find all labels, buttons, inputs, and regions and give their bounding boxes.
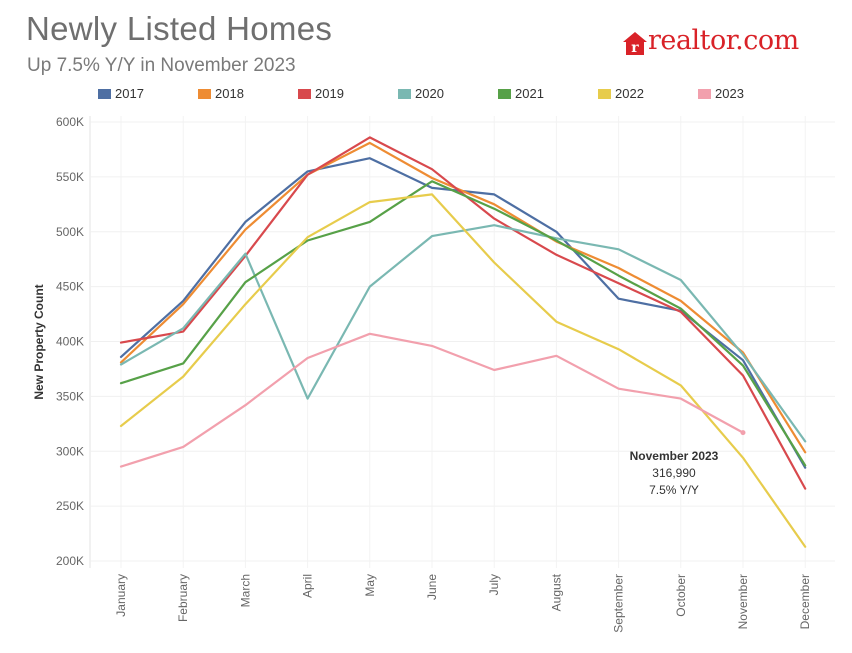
realtor-logo: r realtor.com bbox=[622, 26, 799, 56]
annotation-value: 316,990 bbox=[652, 466, 696, 480]
legend-swatch bbox=[498, 88, 511, 99]
y-tick-label: 550K bbox=[56, 170, 84, 184]
chart-grid bbox=[89, 116, 835, 568]
legend-swatch bbox=[398, 88, 411, 99]
y-tick-label: 300K bbox=[56, 444, 84, 458]
annotation-change: 7.5% Y/Y bbox=[649, 483, 699, 497]
series-line-2023 bbox=[119, 332, 745, 468]
x-axis-ticks: January February March April May June July Augu… bbox=[114, 573, 812, 632]
legend-item-2021: 2021 bbox=[498, 86, 544, 101]
series-line-2018 bbox=[119, 141, 807, 454]
y-tick-label: 450K bbox=[56, 280, 84, 294]
legend-label: 2021 bbox=[515, 86, 544, 101]
series-line-2020 bbox=[119, 224, 807, 443]
y-tick-label: 250K bbox=[56, 499, 84, 513]
y-tick-label: 350K bbox=[56, 389, 84, 403]
series-line-2022 bbox=[119, 193, 807, 548]
x-tick-label: November bbox=[736, 574, 750, 629]
series-line-2021 bbox=[119, 180, 807, 467]
legend-item-2019: 2019 bbox=[298, 86, 344, 101]
logo-text: realtor.com bbox=[648, 25, 799, 56]
series-lines bbox=[119, 136, 807, 548]
legend-label: 2018 bbox=[215, 86, 244, 101]
x-tick-label: April bbox=[301, 574, 315, 598]
x-tick-label: March bbox=[238, 574, 252, 607]
chart-annotation: November 2023 316,990 7.5% Y/Y bbox=[630, 449, 719, 497]
legend-label: 2017 bbox=[115, 86, 144, 101]
legend-swatch bbox=[298, 88, 311, 99]
x-tick-label: September bbox=[612, 574, 626, 633]
legend-item-2023: 2023 bbox=[698, 86, 744, 101]
legend-label: 2020 bbox=[415, 86, 444, 101]
legend-label: 2019 bbox=[315, 86, 344, 101]
x-tick-label: July bbox=[487, 574, 501, 595]
legend-label: 2023 bbox=[715, 86, 744, 101]
house-r-icon: r bbox=[623, 32, 647, 56]
legend-swatch bbox=[598, 88, 611, 99]
legend-item-2017: 2017 bbox=[98, 86, 144, 101]
x-tick-label: May bbox=[363, 574, 377, 597]
x-tick-label: January bbox=[114, 574, 128, 617]
legend-swatch bbox=[98, 88, 111, 99]
x-tick-label: October bbox=[674, 574, 688, 617]
x-tick-label: June bbox=[425, 574, 439, 600]
svg-text:r: r bbox=[631, 40, 639, 56]
legend-item-2018: 2018 bbox=[198, 86, 244, 101]
legend-item-2022: 2022 bbox=[598, 86, 644, 101]
chart-legend: 2017 2018 2019 2020 2021 2022 2023 bbox=[98, 86, 798, 104]
x-tick-label: December bbox=[798, 574, 812, 629]
legend-label: 2022 bbox=[615, 86, 644, 101]
annotation-point bbox=[740, 430, 746, 436]
y-axis-ticks: 200K 250K 300K 350K 400K 450K 500K 550K 600K bbox=[56, 115, 84, 568]
legend-item-2020: 2020 bbox=[398, 86, 444, 101]
y-tick-label: 500K bbox=[56, 225, 84, 239]
x-tick-label: February bbox=[176, 574, 190, 622]
y-axis-label: New Property Count bbox=[32, 284, 46, 399]
y-tick-label: 400K bbox=[56, 335, 84, 349]
chart-subtitle: Up 7.5% Y/Y in November 2023 bbox=[27, 55, 296, 76]
y-tick-label: 200K bbox=[56, 554, 84, 568]
x-tick-label: August bbox=[549, 573, 563, 611]
annotation-title: November 2023 bbox=[630, 449, 719, 463]
legend-swatch bbox=[698, 88, 711, 99]
series-line-2017 bbox=[119, 157, 807, 469]
legend-swatch bbox=[198, 88, 211, 99]
chart-title: Newly Listed Homes bbox=[26, 10, 333, 47]
y-tick-label: 600K bbox=[56, 115, 84, 129]
